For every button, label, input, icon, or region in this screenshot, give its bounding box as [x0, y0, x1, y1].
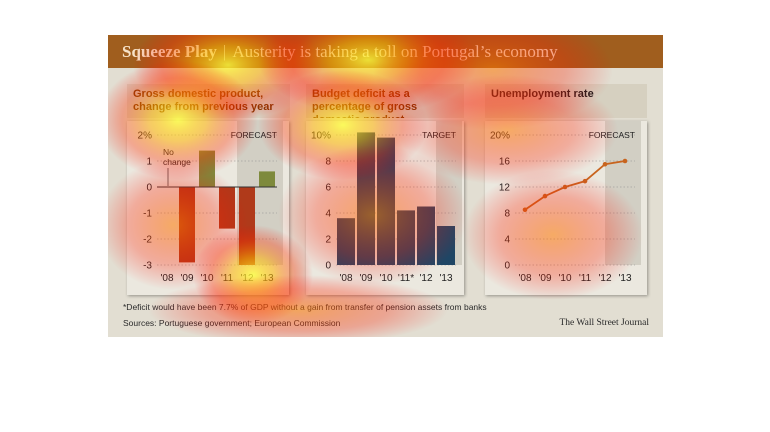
gdp-bar — [199, 150, 215, 187]
unemployment-chart: 0 4 8 12 16 20% FORECAST '08 '09 '10 '11 '12 '13 — [490, 121, 641, 284]
deficit-ytick-label: 8 — [325, 157, 331, 168]
unemployment-ytick-label: 0 — [504, 261, 510, 272]
deficit-region-label: TARGET — [422, 130, 456, 140]
deficit-ytick-label: 6 — [325, 183, 331, 194]
gdp-category-label: '12 — [240, 273, 253, 284]
unemployment-category-label: '11 — [579, 273, 592, 284]
unemployment-ytick-label: 20% — [490, 131, 510, 142]
deficit-ytick-label: 2 — [325, 235, 331, 246]
unemployment-ytick-label: 8 — [504, 209, 510, 220]
gdp-category-label: '10 — [200, 273, 213, 284]
gdp-category-label: '09 — [180, 273, 193, 284]
gdp-bar — [259, 171, 275, 187]
unemployment-category-label: '12 — [598, 273, 611, 284]
unemployment-ytick-label: 16 — [499, 157, 511, 168]
figure-title: Squeeze Play — [122, 42, 217, 61]
credit: The Wall Street Journal — [559, 318, 649, 328]
unemployment-category-label: '08 — [518, 273, 531, 284]
unemployment-category-label: '13 — [618, 273, 631, 284]
unemployment-panel: 0 4 8 12 16 20% FORECAST '08 '09 '10 '11 '12 '13 — [485, 121, 647, 295]
unemployment-panel-title: Unemployment rate — [485, 84, 647, 118]
deficit-category-label: '12 — [419, 273, 432, 284]
unemployment-region-label: FORECAST — [589, 130, 635, 140]
unemployment-point — [562, 184, 568, 190]
deficit-category-label: '08 — [339, 273, 352, 284]
sources: Sources: Portuguese government; European… — [123, 318, 341, 328]
unemployment-point — [582, 178, 588, 184]
unemployment-point — [602, 161, 608, 167]
gdp-ytick-label: 1 — [146, 157, 152, 168]
gdp-ytick-label: 0 — [146, 183, 152, 194]
deficit-ytick-label: 10% — [311, 131, 331, 142]
figure-subtitle: Austerity is taking a toll on Portugal’s… — [232, 42, 558, 61]
deficit-ytick-label: 4 — [325, 209, 331, 220]
unemployment-ytick-label: 12 — [499, 183, 511, 194]
deficit-bar — [357, 132, 375, 265]
figure-title-bar: Squeeze Play | Austerity is taking a toll … — [108, 35, 663, 68]
gdp-panel-title: Gross domestic product, change from prev… — [127, 84, 290, 118]
gdp-ytick-label: -3 — [143, 261, 152, 272]
gdp-bar — [219, 187, 235, 229]
unemployment-shaded-region — [605, 121, 641, 265]
unemployment-point — [542, 193, 548, 199]
chart-figure: Squeeze Play | Austerity is taking a toll … — [108, 35, 663, 337]
deficit-bar — [417, 206, 435, 265]
deficit-chart: 0 2 4 6 8 10% TARGET '08 '09 '10 '11* '12 '13 — [311, 121, 462, 284]
deficit-bar — [437, 226, 455, 265]
deficit-category-label: '11* — [398, 273, 414, 284]
gdp-ytick-label: -1 — [143, 209, 152, 220]
deficit-bar — [377, 137, 395, 265]
gdp-region-label: FORECAST — [231, 130, 277, 140]
unemployment-category-label: '10 — [558, 273, 571, 284]
gdp-category-label: '08 — [160, 273, 173, 284]
deficit-bar — [337, 218, 355, 265]
gdp-chart: -3 -2 -1 0 1 2% FORECAST '08 '09 '10 '11 '12 '13 Noch… — [138, 121, 283, 284]
gdp-annotation-line2: change — [163, 157, 191, 167]
deficit-bar — [397, 210, 415, 265]
deficit-ytick-label: 0 — [325, 261, 331, 272]
unemployment-category-label: '09 — [538, 273, 551, 284]
gdp-bar — [239, 187, 255, 265]
unemployment-point — [522, 207, 528, 213]
gdp-panel: -3 -2 -1 0 1 2% FORECAST '08 '09 '10 '11 '12 '13 No ch… — [127, 121, 289, 295]
footnote: *Deficit would have been 7.7% of GDP wit… — [123, 302, 487, 312]
deficit-panel-title: Budget deficit as a percentage of gross … — [306, 84, 464, 118]
deficit-panel: 0 2 4 6 8 10% TARGET '08 '09 '10 '11* '12 '13 — [306, 121, 464, 295]
gdp-category-label: '11 — [221, 273, 234, 284]
gdp-ytick-label: -2 — [143, 235, 152, 246]
gdp-ytick-label: 2% — [138, 131, 153, 142]
deficit-category-label: '09 — [359, 273, 372, 284]
deficit-category-label: '13 — [439, 273, 452, 284]
gdp-annotation-line1: No — [163, 147, 174, 157]
deficit-category-label: '10 — [379, 273, 392, 284]
gdp-category-label: '13 — [260, 273, 273, 284]
unemployment-ytick-label: 4 — [504, 235, 510, 246]
title-separator: | — [222, 42, 227, 61]
gdp-bar — [179, 187, 195, 263]
unemployment-point — [622, 158, 628, 164]
